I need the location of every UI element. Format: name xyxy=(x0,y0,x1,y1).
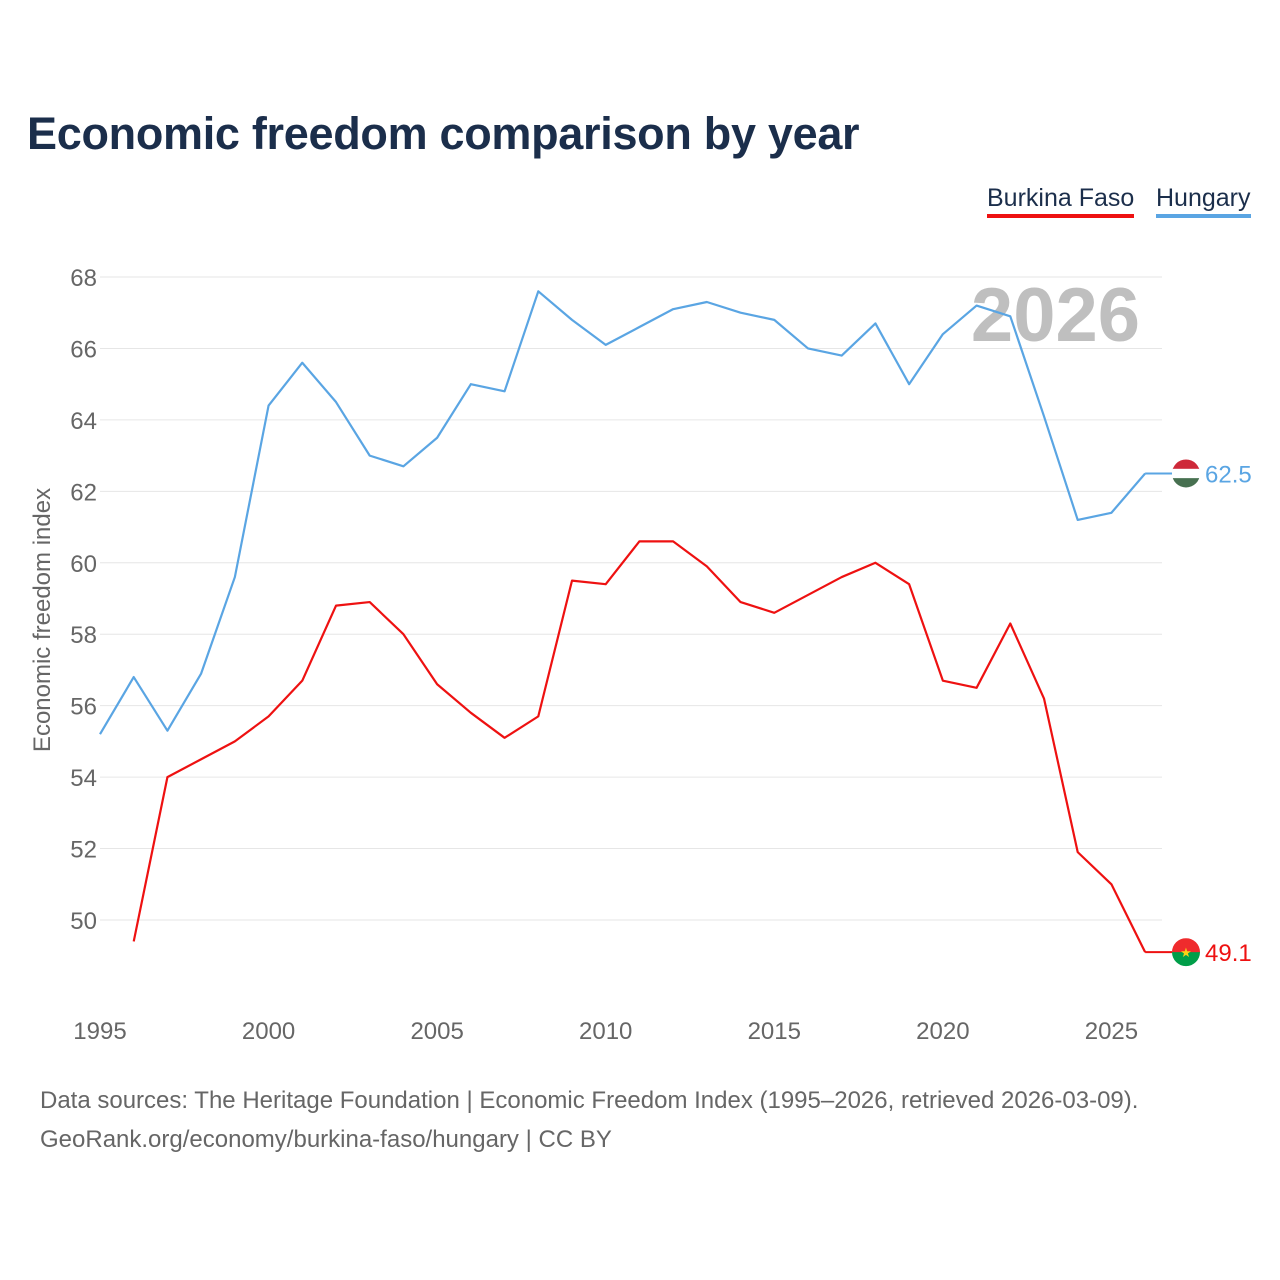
legend-swatch-burkina-faso xyxy=(987,214,1135,218)
y-tick-label: 56 xyxy=(70,694,97,721)
data-point-hungary[interactable] xyxy=(199,671,204,676)
data-point-hungary[interactable] xyxy=(940,332,945,337)
x-tick-label: 2005 xyxy=(410,1018,463,1045)
data-point-hungary[interactable] xyxy=(131,675,136,680)
y-tick-label: 52 xyxy=(70,837,97,864)
data-point-burkina-faso[interactable] xyxy=(502,735,507,740)
line-chart: 50 52 54 56 58 60 62 64 66 68 1995 2000 2005 2010 2015… xyxy=(29,265,1252,1045)
data-point-hungary[interactable] xyxy=(300,360,305,365)
chart-title: Economic freedom comparison by year xyxy=(27,108,860,159)
y-tick-label: 62 xyxy=(70,479,97,506)
data-point-hungary[interactable] xyxy=(266,403,271,408)
legend-label-burkina-faso: Burkina Faso xyxy=(987,184,1135,212)
data-point-burkina-faso[interactable] xyxy=(468,710,473,715)
data-point-hungary[interactable] xyxy=(704,300,709,305)
x-tick-label: 2020 xyxy=(916,1018,969,1045)
y-tick-label: 68 xyxy=(70,265,97,292)
svg-text:★: ★ xyxy=(1180,946,1192,961)
legend-label-hungary: Hungary xyxy=(1156,184,1251,212)
data-point-burkina-faso[interactable] xyxy=(367,600,372,605)
data-point-burkina-faso[interactable] xyxy=(1109,882,1114,887)
data-point-hungary[interactable] xyxy=(98,732,103,737)
data-point-hungary[interactable] xyxy=(401,464,406,469)
y-tick-label: 66 xyxy=(70,336,97,363)
x-tick-label: 2025 xyxy=(1085,1018,1138,1045)
legend-item-hungary[interactable]: Hungary xyxy=(1156,182,1251,218)
data-point-burkina-faso[interactable] xyxy=(401,632,406,637)
data-point-burkina-faso[interactable] xyxy=(570,578,575,583)
data-point-hungary[interactable] xyxy=(1008,314,1013,319)
data-point-burkina-faso[interactable] xyxy=(334,603,339,608)
data-point-burkina-faso[interactable] xyxy=(940,678,945,683)
data-point-hungary[interactable] xyxy=(806,346,811,351)
data-point-burkina-faso[interactable] xyxy=(435,682,440,687)
data-point-burkina-faso[interactable] xyxy=(199,757,204,762)
data-point-burkina-faso[interactable] xyxy=(131,939,136,944)
series-line-burkina-faso[interactable] xyxy=(132,540,1147,953)
data-point-burkina-faso[interactable] xyxy=(536,714,541,719)
data-point-burkina-faso[interactable] xyxy=(1075,850,1080,855)
data-point-hungary[interactable] xyxy=(435,435,440,440)
y-tick-label: 58 xyxy=(70,622,97,649)
data-point-burkina-faso[interactable] xyxy=(772,610,777,615)
data-point-hungary[interactable] xyxy=(1075,517,1080,522)
data-point-hungary[interactable] xyxy=(907,382,912,387)
data-point-hungary[interactable] xyxy=(1042,414,1047,419)
data-point-hungary[interactable] xyxy=(367,453,372,458)
data-point-burkina-faso[interactable] xyxy=(266,714,271,719)
x-tick-label: 2015 xyxy=(748,1018,801,1045)
data-point-burkina-faso[interactable] xyxy=(232,739,237,744)
data-point-hungary[interactable] xyxy=(468,382,473,387)
data-point-hungary[interactable] xyxy=(570,317,575,322)
data-point-hungary[interactable] xyxy=(1109,510,1114,515)
x-tick-label: 2000 xyxy=(242,1018,295,1045)
data-point-hungary[interactable] xyxy=(536,289,541,294)
data-point-burkina-faso[interactable] xyxy=(637,539,642,544)
data-point-hungary[interactable] xyxy=(165,728,170,733)
data-point-hungary[interactable] xyxy=(502,389,507,394)
y-tick-label: 50 xyxy=(70,908,97,935)
data-point-hungary[interactable] xyxy=(738,310,743,315)
legend-swatch-hungary xyxy=(1156,214,1251,218)
data-point-burkina-faso[interactable] xyxy=(603,582,608,587)
data-point-burkina-faso[interactable] xyxy=(1042,696,1047,701)
data-point-burkina-faso[interactable] xyxy=(974,685,979,690)
data-point-hungary[interactable] xyxy=(637,325,642,330)
source-link[interactable]: GeoRank.org/economy/burkina-faso/hungary… xyxy=(40,1126,612,1153)
data-point-hungary[interactable] xyxy=(671,307,676,312)
source-note: Data sources: The Heritage Foundation | … xyxy=(40,1087,1139,1114)
data-point-burkina-faso[interactable] xyxy=(1008,621,1013,626)
flag-icon-hungary xyxy=(1172,459,1200,488)
data-point-burkina-faso[interactable] xyxy=(873,560,878,565)
data-point-burkina-faso[interactable] xyxy=(806,592,811,597)
data-point-burkina-faso[interactable] xyxy=(907,582,912,587)
x-tick-label: 1995 xyxy=(73,1018,126,1045)
data-point-burkina-faso[interactable] xyxy=(704,564,709,569)
data-point-burkina-faso[interactable] xyxy=(300,678,305,683)
data-point-hungary[interactable] xyxy=(839,353,844,358)
series-line-hungary[interactable] xyxy=(99,290,1146,735)
end-value-label-burkina-faso: 49.1 xyxy=(1205,940,1252,967)
y-tick-label: 54 xyxy=(70,765,97,792)
data-point-hungary[interactable] xyxy=(974,303,979,308)
data-point-hungary[interactable] xyxy=(873,321,878,326)
x-tick-label: 2010 xyxy=(579,1018,632,1045)
data-point-burkina-faso[interactable] xyxy=(165,775,170,780)
end-value-label-hungary: 62.5 xyxy=(1205,461,1252,488)
y-axis-label: Economic freedom index xyxy=(29,488,56,752)
data-point-hungary[interactable] xyxy=(603,342,608,347)
data-point-hungary[interactable] xyxy=(232,575,237,580)
y-tick-label: 64 xyxy=(70,408,97,435)
data-point-hungary[interactable] xyxy=(334,400,339,405)
legend-item-burkina-faso[interactable]: Burkina Faso xyxy=(987,182,1135,218)
y-tick-label: 60 xyxy=(70,551,97,578)
data-point-hungary[interactable] xyxy=(772,317,777,322)
data-point-burkina-faso[interactable] xyxy=(738,600,743,605)
data-point-burkina-faso[interactable] xyxy=(839,575,844,580)
year-watermark: 2026 xyxy=(971,273,1140,358)
flag-icon-burkina-faso: ★ xyxy=(1172,938,1200,967)
data-point-burkina-faso[interactable] xyxy=(671,539,676,544)
